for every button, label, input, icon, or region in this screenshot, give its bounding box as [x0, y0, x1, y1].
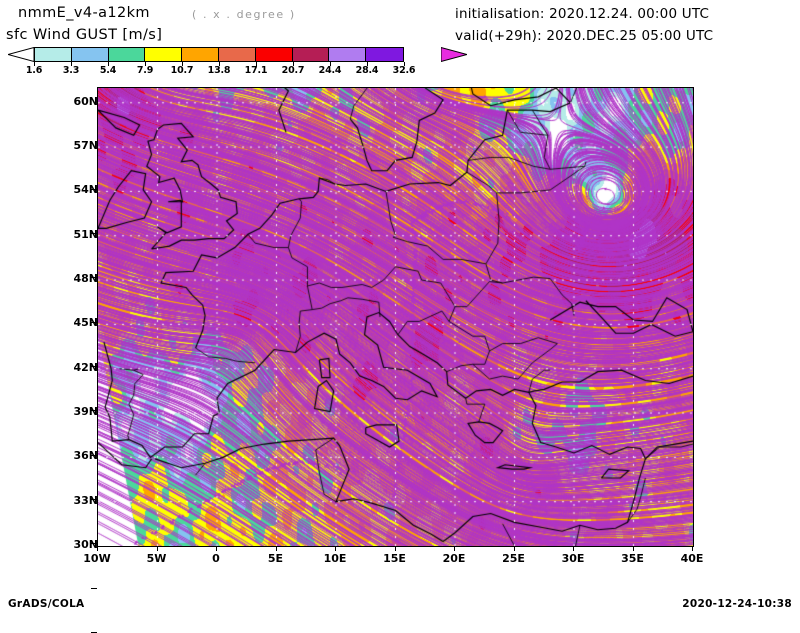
- lat-tick-label-54N: 54N: [73, 183, 98, 197]
- colorbar-tick-9: 28.4: [356, 62, 404, 76]
- lat-tick-label-36N: 36N: [73, 449, 98, 463]
- colorbar-tick-3: 7.9: [137, 62, 182, 76]
- gust-field: [98, 88, 693, 546]
- colorbar-swatch-3: [145, 48, 183, 61]
- credit-label: GrADS/COLA: [8, 598, 85, 610]
- resolution-note-label: ( . x . degree ): [192, 8, 296, 21]
- lon-tick-label-5W: 5W: [146, 552, 167, 565]
- lat-tick-mark: [91, 277, 97, 279]
- map-plot-area[interactable]: [97, 87, 694, 547]
- generated-label: 2020-12-24-10:38: [682, 598, 792, 610]
- colorbar-tick-10: 32.6: [393, 62, 441, 76]
- colorbar-tick-8: 24.4: [319, 62, 367, 76]
- lon-tick-label-35E: 35E: [621, 552, 644, 565]
- lat-tick-mark: [91, 499, 97, 501]
- colorbar-swatch-8: [329, 48, 367, 61]
- colorbar-swatch-2: [108, 48, 146, 61]
- initialisation-time-label: initialisation: 2020.12.24. 00:00 UTC: [455, 6, 710, 22]
- variable-title-label: sfc Wind GUST [m/s]: [6, 27, 163, 43]
- model-name-label: nmmE_v4-a12km: [18, 5, 150, 21]
- colorbar-gradient: [34, 47, 404, 62]
- colorbar-swatch-6: [255, 48, 293, 61]
- colorbar: 1.6 3.3 5.4 7.9 10.7 13.8 17.1 20.7 24.4 28.4 32.6: [8, 47, 467, 76]
- lon-tick-label-30E: 30E: [561, 552, 585, 565]
- lon-tick-mark: [394, 546, 396, 551]
- colorbar-tick-labels: 1.6 3.3 5.4 7.9 10.7 13.8 17.1 20.7 24.4 28.4 32.6: [26, 62, 441, 76]
- colorbar-swatch-4: [182, 48, 219, 61]
- colorbar-tick-6: 17.1: [245, 62, 293, 76]
- lat-tick-label-39N: 39N: [73, 405, 98, 419]
- lat-tick-mark: [91, 366, 97, 368]
- colorbar-tick-5: 13.8: [208, 62, 256, 76]
- lon-tick-mark: [216, 546, 217, 551]
- lon-tick-label-25E: 25E: [502, 552, 525, 565]
- colorbar-tick-0: 1.6: [26, 62, 71, 76]
- lat-tick-label-45N: 45N: [73, 316, 98, 330]
- lat-tick-label-30N: 30N: [73, 538, 98, 551]
- lon-tick-mark: [573, 546, 574, 551]
- lat-tick-mark: [91, 233, 97, 235]
- colorbar-swatch-7: [292, 48, 330, 61]
- valid-time-label: valid(+29h): 2020.DEC.25 05:00 UTC: [455, 28, 714, 44]
- lon-tick-mark: [513, 546, 515, 551]
- colorbar-high-arrow-icon: [441, 47, 467, 62]
- colorbar-swatch-5: [218, 48, 256, 61]
- colorbar-swatch-0: [35, 48, 72, 61]
- lon-tick-mark: [632, 546, 634, 551]
- lon-tick-mark: [454, 546, 455, 551]
- lat-tick-label-57N: 57N: [73, 139, 98, 153]
- lat-tick-label-33N: 33N: [73, 493, 98, 507]
- colorbar-low-arrow-icon: [8, 47, 34, 62]
- colorbar-swatch-9: [366, 48, 403, 61]
- lon-tick-label-5E: 5E: [267, 552, 284, 565]
- lon-tick-label-10E: 10E: [323, 552, 347, 565]
- lat-tick-mark: [91, 543, 97, 545]
- lat-tick-mark: [91, 321, 97, 323]
- lon-tick-mark: [156, 546, 158, 551]
- lon-tick-label-0: 0: [212, 552, 220, 565]
- lon-tick-label-15E: 15E: [383, 552, 406, 565]
- colorbar-tick-4: 10.7: [171, 62, 219, 76]
- lat-tick-mark: [91, 587, 97, 589]
- lat-tick-label-42N: 42N: [73, 360, 98, 374]
- lon-tick-label-20E: 20E: [442, 552, 466, 565]
- colorbar-tick-7: 20.7: [282, 62, 330, 76]
- lon-tick-mark: [97, 546, 98, 551]
- lat-tick-label-60N: 60N: [73, 94, 98, 108]
- lon-tick-label-40E: 40E: [680, 552, 704, 565]
- lat-tick-label-48N: 48N: [73, 272, 98, 286]
- lon-tick-mark: [692, 546, 693, 551]
- lon-tick-mark: [335, 546, 336, 551]
- lat-tick-label-51N: 51N: [73, 227, 98, 241]
- lat-tick-mark: [91, 188, 97, 190]
- lon-tick-label-10W: 10W: [83, 552, 111, 565]
- colorbar-swatch-1: [71, 48, 109, 61]
- gust-field-canvas: [98, 88, 693, 546]
- lat-tick-mark: [91, 410, 97, 412]
- colorbar-tick-1: 3.3: [63, 62, 108, 76]
- colorbar-tick-2: 5.4: [100, 62, 145, 76]
- lat-tick-mark: [91, 454, 97, 456]
- lon-tick-mark: [275, 546, 277, 551]
